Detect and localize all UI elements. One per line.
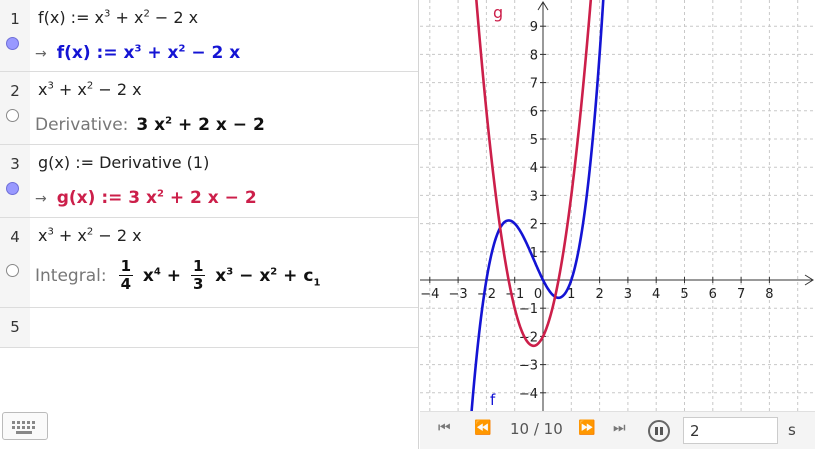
cas-row-2[interactable]: 2 x3 + x2 − 2 x Derivative: 3 x2 + 2 x − 2 [0,72,418,145]
x-tick-label: 4 [652,287,660,302]
skip-last-icon[interactable]: ⏭ [613,420,626,436]
speed-input[interactable] [683,417,778,444]
graphics-view[interactable]: −4 −3 −2 −1 0 1 2 3 4 5 6 7 8 −4 −3 −2 −1 1 2 3 4 5 6 7 8 9 f g [420,0,815,411]
output-arrow-icon: → [35,46,47,62]
row-number: 2 [0,72,30,144]
cas-row-5[interactable]: 5 [0,308,418,348]
x-tick-label: 3 [624,287,632,302]
x-tick-label: 0 [534,287,542,302]
y-tick-label: 1 [530,246,538,261]
visibility-toggle[interactable] [6,182,19,195]
row-number: 4 [0,218,30,307]
y-tick-label: −4 [519,387,538,402]
row-number-label: 1 [10,10,20,28]
speed-unit: s [788,421,796,439]
y-tick-label: 8 [530,48,538,63]
cas-input[interactable]: x3 + x2 − 2 x [38,80,142,99]
x-tick-label: −3 [449,287,468,302]
curve-f [470,0,605,411]
curve-g [475,0,593,348]
skip-first-icon[interactable]: ⏮ [438,420,451,436]
visibility-toggle[interactable] [6,37,19,50]
output-arrow-icon: → [35,191,47,207]
y-tick-label: 6 [530,105,538,120]
output-label: Derivative: [35,115,129,135]
row-number-label: 2 [10,82,20,100]
y-tick-label: 2 [530,218,538,233]
cas-row-3[interactable]: 3 g(x) := Derivative (1) → g(x) := 3 x2 + 2… [0,145,418,218]
animation-toolbar: ⏮ ⏪ 10 / 10 ⏩ ⏭ s [420,411,815,449]
step-counter: 10 / 10 [510,420,563,438]
visibility-toggle[interactable] [6,109,19,122]
row-number-label: 4 [10,228,20,246]
row-number: 3 [0,145,30,217]
y-tick-label: 3 [530,189,538,204]
label-f: f [490,391,496,409]
x-tick-label: −4 [420,287,439,302]
cas-output: → g(x) := 3 x2 + 2 x − 2 [35,188,257,208]
row-number: 5 [0,308,30,347]
x-axis-arrow [804,274,814,286]
cas-row-1[interactable]: 1 f(x) := x3 + x2 − 2 x → f(x) := x3 + x2 −… [0,0,418,72]
x-tick-label: 6 [709,287,717,302]
x-tick-label: 2 [595,287,603,302]
cas-output: Derivative: 3 x2 + 2 x − 2 [35,115,265,135]
visibility-toggle[interactable] [6,264,19,277]
x-tick-label: 7 [737,287,745,302]
y-tick-label: 7 [530,77,538,92]
y-tick-label: −1 [519,302,538,317]
x-tick-label: 1 [567,287,575,302]
y-axis-arrow [537,1,549,11]
x-tick-label: −2 [477,287,496,302]
x-tick-label: 8 [765,287,773,302]
row-number-label: 5 [10,318,20,336]
y-tick-label: 5 [530,133,538,148]
row-number: 1 [0,0,30,71]
output-label: Integral: [35,265,107,286]
step-forward-icon[interactable]: ⏩ [578,420,596,436]
pause-icon[interactable] [648,420,670,442]
label-g: g [493,3,503,22]
cas-input[interactable]: x3 + x2 − 2 x [38,226,142,245]
x-tick-label: 5 [680,287,688,302]
y-tick-label: 4 [530,161,538,176]
cas-output: → f(x) := x3 + x2 − 2 x [35,43,241,63]
y-tick-label: −3 [519,359,538,374]
step-back-icon[interactable]: ⏪ [474,420,492,436]
y-tick-label: 9 [530,20,538,35]
cas-view: 1 f(x) := x3 + x2 − 2 x → f(x) := x3 + x2 −… [0,0,419,449]
row-number-label: 3 [10,155,20,173]
x-tick-label: −1 [505,287,524,302]
keyboard-icon[interactable] [2,412,48,440]
cas-input[interactable]: f(x) := x3 + x2 − 2 x [38,8,199,27]
cas-input[interactable]: g(x) := Derivative (1) [38,153,210,172]
